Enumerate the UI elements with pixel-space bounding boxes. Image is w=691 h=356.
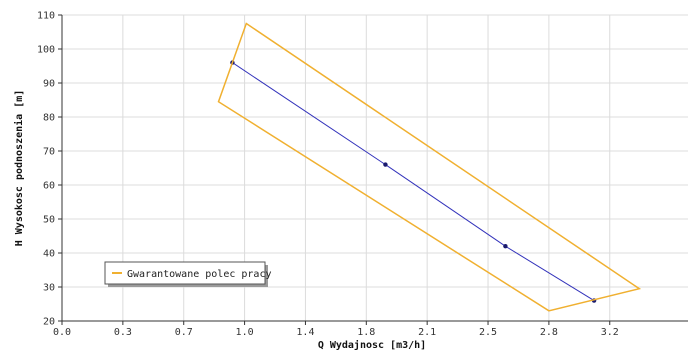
y-tick-label: 110 xyxy=(37,11,55,22)
y-axis-ticks: 20 30 40 50 60 70 80 90 100 110 xyxy=(37,11,62,328)
legend: Gwarantowane polec pracy xyxy=(104,261,272,287)
x-tick-label: 1.0 xyxy=(236,327,254,338)
y-tick-label: 100 xyxy=(37,45,55,56)
guaranteed-range-polygon xyxy=(217,22,642,312)
x-axis-title: Q Wydajnosc [m3/h] xyxy=(318,339,426,351)
legend-label: Gwarantowane polec pracy xyxy=(127,269,272,280)
x-tick-label: 2.5 xyxy=(479,327,497,338)
y-tick-label: 70 xyxy=(43,147,55,158)
y-tick-label: 50 xyxy=(43,215,55,226)
x-axis-ticks: 0.0 0.3 0.7 1.0 1.4 1.8 2.1 2.5 2.8 3.2 xyxy=(53,321,619,338)
y-tick-label: 90 xyxy=(43,79,55,90)
x-tick-label: 0.3 xyxy=(114,327,132,338)
pump-curve-point xyxy=(383,162,388,167)
y-tick-label: 60 xyxy=(43,181,55,192)
y-tick-label: 30 xyxy=(43,283,55,294)
pump-curve-point xyxy=(503,244,508,249)
x-tick-label: 1.8 xyxy=(357,327,375,338)
x-tick-label: 0.7 xyxy=(175,327,193,338)
y-tick-label: 80 xyxy=(43,113,55,124)
x-tick-label: 2.1 xyxy=(418,327,436,338)
y-axis-title: H Wysokosc podnoszenia [m] xyxy=(13,90,25,247)
x-tick-label: 2.8 xyxy=(540,327,558,338)
y-tick-label: 40 xyxy=(43,249,55,260)
grid xyxy=(62,14,688,321)
series xyxy=(217,22,642,312)
x-tick-label: 3.2 xyxy=(601,327,619,338)
legend-box xyxy=(104,261,266,285)
x-tick-label: 0.0 xyxy=(53,327,71,338)
y-tick-label: 20 xyxy=(43,317,55,328)
x-tick-label: 1.4 xyxy=(296,327,314,338)
pump-curve-line xyxy=(232,62,595,302)
axes xyxy=(61,15,688,322)
